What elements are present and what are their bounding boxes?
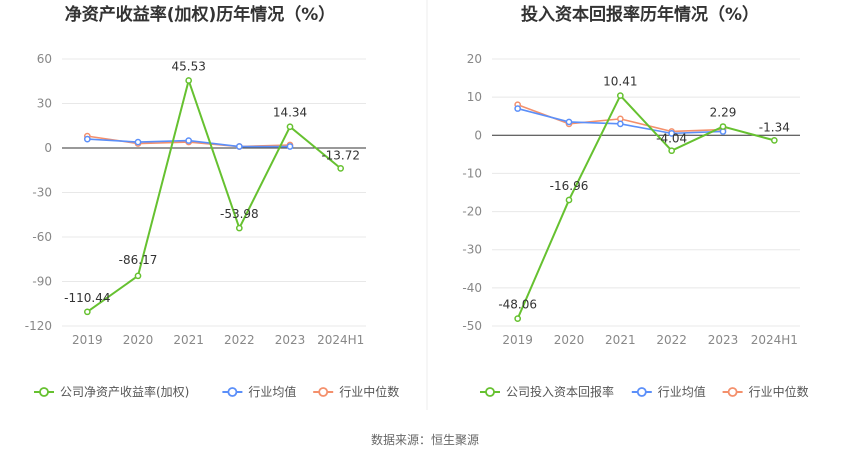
average-data-point xyxy=(616,120,624,128)
x-tick-label: 2020 xyxy=(554,333,585,347)
legend-item: 行业中位数 xyxy=(313,384,399,399)
legend-item: 行业中位数 xyxy=(722,384,809,399)
y-tick-label: -120 xyxy=(25,319,52,333)
y-tick-label: -50 xyxy=(462,319,482,333)
legend-item: 公司净资产收益率(加权) xyxy=(34,384,189,399)
company-data-point xyxy=(286,123,294,131)
average-data-point xyxy=(514,105,522,112)
legend-marker-icon xyxy=(727,387,738,397)
y-tick-label: 60 xyxy=(37,52,52,66)
average-data-point xyxy=(83,135,91,143)
y-tick-label: -10 xyxy=(462,166,482,180)
company-data-point xyxy=(235,224,243,232)
legend-marker-icon xyxy=(485,387,495,397)
x-tick-label: 2022 xyxy=(656,333,687,347)
average-data-point xyxy=(235,143,243,150)
company-data-point xyxy=(565,196,573,204)
data-label: -4.04 xyxy=(656,132,687,146)
legend-item: 行业均值 xyxy=(222,384,296,399)
y-tick-label: -30 xyxy=(462,243,482,257)
company-data-point xyxy=(616,92,624,99)
average-data-point xyxy=(134,138,142,146)
x-tick-label: 2022 xyxy=(224,333,255,347)
company-data-point xyxy=(134,272,142,280)
legend-label: 行业中位数 xyxy=(749,384,809,399)
y-tick-label: -30 xyxy=(32,186,52,200)
x-tick-label: 2019 xyxy=(502,333,533,347)
company-data-point xyxy=(83,308,91,316)
average-data-point xyxy=(185,137,193,144)
x-tick-label: 2020 xyxy=(123,333,154,347)
data-source-text: 数据来源：恒生聚源 xyxy=(371,432,479,447)
legend-label: 行业中位数 xyxy=(339,384,399,399)
y-tick-label: -20 xyxy=(462,205,482,219)
company-data-point xyxy=(514,315,522,322)
company-data-point xyxy=(185,77,193,84)
data-label: 14.34 xyxy=(273,106,307,120)
legend-label: 公司净资产收益率(加权) xyxy=(60,384,189,399)
data-label: -86.17 xyxy=(119,253,158,267)
x-tick-label: 2021 xyxy=(605,333,636,347)
average-data-point xyxy=(565,118,573,126)
data-label: 2.29 xyxy=(710,106,737,120)
company-data-point xyxy=(337,165,345,172)
data-label: -110.44 xyxy=(64,291,110,305)
data-label: -16.96 xyxy=(550,179,589,193)
data-label: 10.41 xyxy=(603,75,637,89)
x-tick-label: 2023 xyxy=(275,333,306,347)
data-label: -1.34 xyxy=(759,120,790,134)
x-tick-label: 2024H1 xyxy=(751,333,798,347)
company-series-line xyxy=(516,93,775,319)
company-series-line xyxy=(86,76,342,313)
data-label: -53.98 xyxy=(220,207,259,221)
legend-label: 行业均值 xyxy=(658,384,706,399)
average-data-point xyxy=(668,130,676,137)
company-data-point xyxy=(770,137,778,144)
y-tick-label: 10 xyxy=(467,90,482,104)
x-tick-label: 2019 xyxy=(72,333,103,347)
legend-label: 行业均值 xyxy=(248,384,296,399)
roic-chart: 投入资本回报率历年情况（%） 20 10 0 -10 -20 -30 -40 -50 2019 20… xyxy=(462,4,808,399)
chart-title: 净资产收益率(加权)历年情况（%） xyxy=(65,4,336,25)
legend-marker-icon xyxy=(318,387,329,397)
chart-title: 投入资本回报率历年情况（%） xyxy=(521,4,759,25)
y-tick-label: 0 xyxy=(44,141,52,155)
y-tick-label: 30 xyxy=(37,97,52,111)
company-data-point xyxy=(668,147,676,155)
y-tick-label: -90 xyxy=(32,275,52,289)
roe-chart: 净资产收益率(加权)历年情况（%） 60 30 0 -30 -60 -90 -120 2019 2… xyxy=(25,4,399,399)
legend-item: 公司投入资本回报率 xyxy=(480,384,614,399)
legend-label: 公司投入资本回报率 xyxy=(506,384,614,399)
legend-item: 行业均值 xyxy=(631,384,706,399)
legend-marker-icon xyxy=(636,387,647,397)
legend-marker-icon xyxy=(39,387,49,397)
data-label: -13.72 xyxy=(321,148,360,162)
legend-marker-icon xyxy=(227,387,238,397)
company-data-point xyxy=(719,123,727,130)
x-tick-label: 2021 xyxy=(173,333,204,347)
data-label: 45.53 xyxy=(171,59,205,73)
average-data-point xyxy=(286,143,294,150)
y-tick-label: -60 xyxy=(32,230,52,244)
y-tick-label: -40 xyxy=(462,281,482,295)
x-tick-label: 2023 xyxy=(708,333,739,347)
y-tick-label: 20 xyxy=(467,52,482,66)
y-tick-label: 0 xyxy=(474,128,482,142)
data-label: -48.06 xyxy=(498,298,537,312)
x-tick-label: 2024H1 xyxy=(317,333,364,347)
